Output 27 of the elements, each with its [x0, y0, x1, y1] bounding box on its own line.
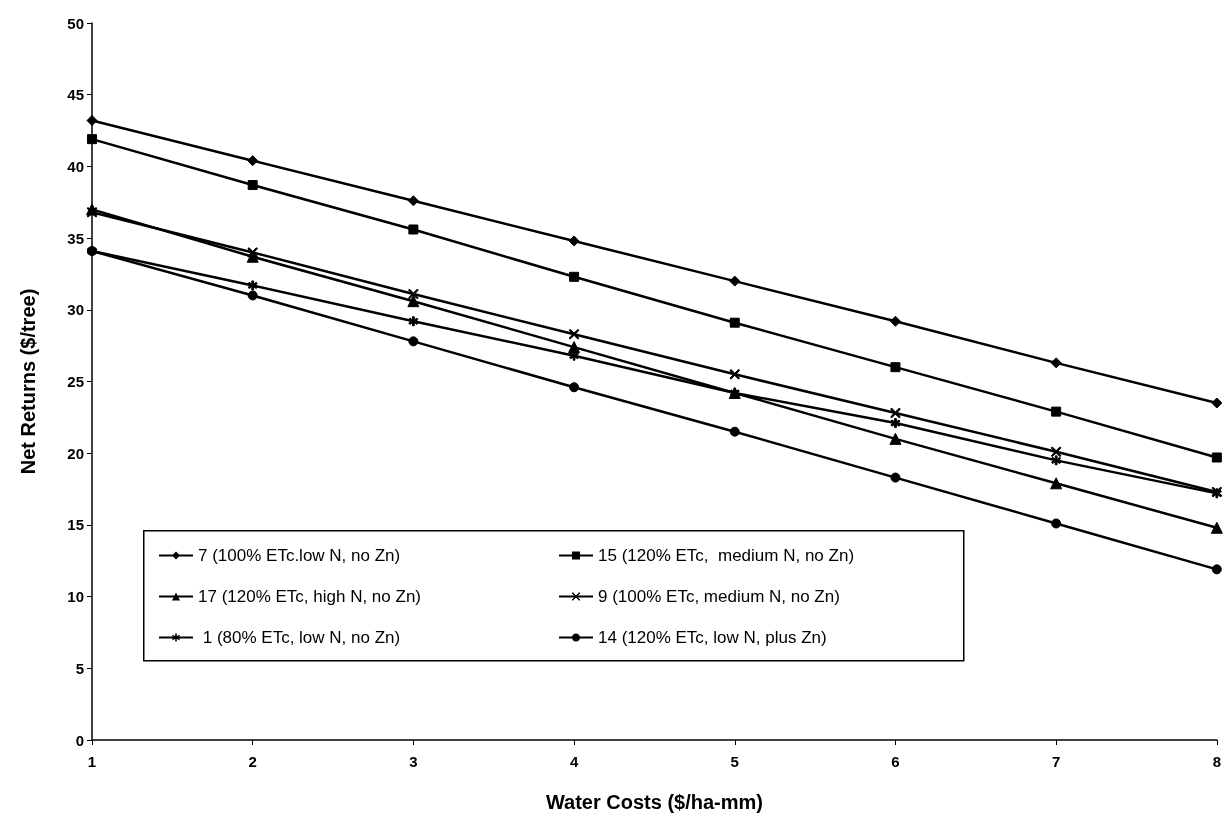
x-tick-label: 2 — [248, 753, 257, 770]
y-tick-label: 10 — [67, 588, 84, 606]
legend-label: 15 (120% ETc, medium N, no Zn) — [598, 546, 855, 565]
y-tick-label: 0 — [75, 731, 84, 749]
y-axis-title: Net Returns ($/tree) — [17, 288, 39, 475]
x-tick-label: 3 — [409, 753, 418, 770]
legend-label: 7 (100% ETc.low N, no Zn) — [198, 546, 401, 565]
y-tick-label: 50 — [67, 14, 84, 32]
y-tick-label: 30 — [67, 301, 84, 319]
legend-label: 1 (80% ETc, low N, no Zn) — [198, 628, 401, 647]
y-tick-label: 40 — [67, 157, 84, 175]
y-tick-label: 35 — [67, 229, 84, 247]
y-tick-label: 5 — [75, 659, 84, 677]
x-tick-label: 4 — [569, 753, 579, 770]
legend-label: 17 (120% ETc, high N, no Zn) — [198, 587, 422, 606]
x-tick-label: 7 — [1051, 753, 1061, 770]
y-tick-label: 20 — [67, 444, 84, 462]
x-axis-title: Water Costs ($/ha-mm) — [545, 791, 763, 813]
x-tick-label: 1 — [87, 753, 97, 770]
x-tick-label: 8 — [1212, 753, 1221, 770]
y-tick-label: 15 — [67, 516, 84, 534]
legend-label: 14 (120% ETc, low N, plus Zn) — [598, 628, 827, 647]
legend-label: 9 (100% ETc, medium N, no Zn) — [598, 587, 840, 606]
y-tick-label: 25 — [67, 373, 84, 390]
x-tick-label: 5 — [730, 753, 739, 770]
x-tick-label: 6 — [891, 753, 900, 770]
y-tick-label: 45 — [67, 86, 84, 104]
